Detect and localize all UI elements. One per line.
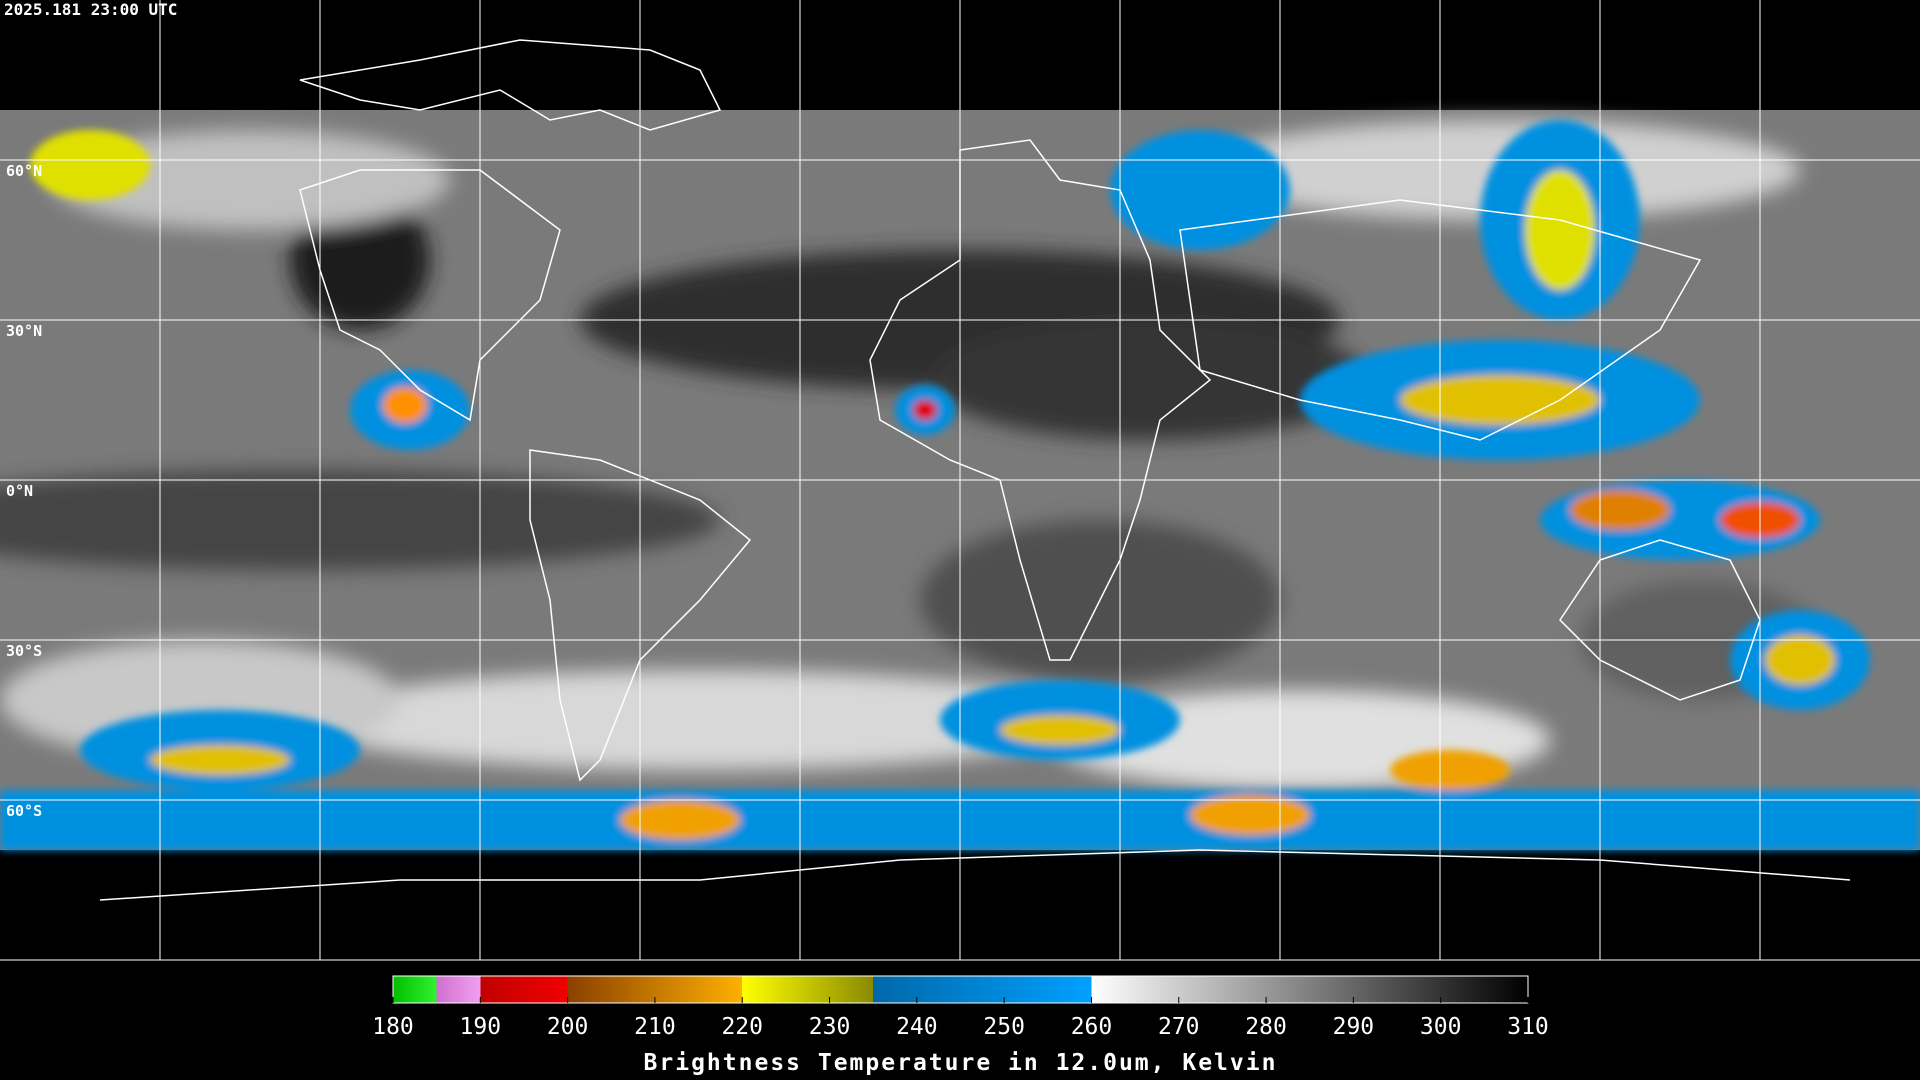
colorbar-tick-label: 230: [809, 1014, 851, 1040]
latitude-label: 60°S: [6, 802, 42, 820]
colorbar-tick-label: 220: [721, 1014, 763, 1040]
latitude-label: 30°S: [6, 642, 42, 660]
colorbar-tick-label: 240: [896, 1014, 938, 1040]
colorbar-tick-label: 260: [1071, 1014, 1113, 1040]
colorbar: [392, 975, 1529, 1004]
colorbar-tick-label: 200: [547, 1014, 589, 1040]
timestamp: 2025.181 23:00 UTC: [4, 0, 177, 19]
colorbar-tick-label: 290: [1333, 1014, 1375, 1040]
colorbar-tick-label: 190: [460, 1014, 502, 1040]
colorbar-tick-label: 180: [372, 1014, 414, 1040]
latitude-label: 0°N: [6, 482, 33, 500]
colorbar-tick-label: 310: [1507, 1014, 1549, 1040]
colorbar-tick-label: 250: [983, 1014, 1025, 1040]
latitude-label: 60°N: [6, 162, 42, 180]
colorbar-tick-label: 280: [1245, 1014, 1287, 1040]
colorbar-tick-label: 270: [1158, 1014, 1200, 1040]
colorbar-tick-label: 210: [634, 1014, 676, 1040]
colorbar-tick-label: 300: [1420, 1014, 1462, 1040]
colorbar-title: Brightness Temperature in 12.0um, Kelvin: [644, 1050, 1278, 1076]
latitude-label: 30°N: [6, 322, 42, 340]
